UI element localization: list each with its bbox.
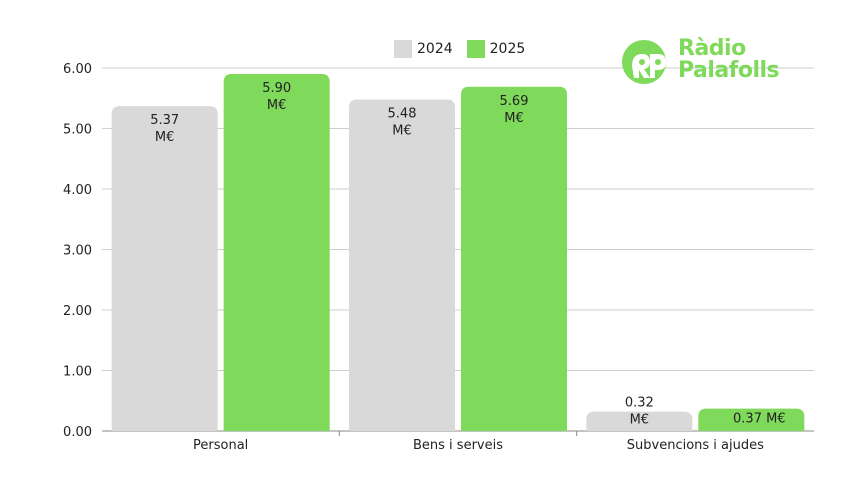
bar [698, 408, 805, 431]
y-tick-label: 5.00 [63, 123, 92, 138]
legend-label-2024: 2024 [417, 41, 453, 57]
bar [349, 99, 455, 432]
y-tick-label: 4.00 [63, 183, 92, 198]
legend-item-2025: 2025 [466, 40, 526, 58]
radio-palafolls-logo: Ràdio Palafolls [620, 36, 800, 90]
x-tick-label: Personal [193, 438, 248, 453]
bar [586, 411, 693, 431]
y-tick-label: 2.00 [63, 304, 92, 319]
data-label: 5.37 M€ [150, 113, 179, 145]
logo-wordmark: Ràdio Palafolls [678, 36, 780, 83]
bar [223, 74, 330, 432]
legend-swatch-2025 [466, 40, 485, 58]
logo-line-1: Ràdio [678, 36, 746, 61]
y-tick-label: 0.00 [63, 425, 92, 440]
x-tick-label: Bens i serveis [413, 438, 503, 453]
bar [461, 86, 567, 431]
data-label: 5.48 M€ [388, 106, 417, 138]
legend-label-2025: 2025 [489, 41, 526, 57]
data-label: 5.90 M€ [262, 81, 291, 113]
y-tick-label: 3.00 [63, 244, 92, 259]
logo-line-2: Palafolls [678, 58, 780, 83]
legend: 2024 2025 [394, 40, 539, 58]
legend-swatch-2024 [394, 40, 412, 58]
y-tick-label: 1.00 [63, 365, 92, 380]
data-label: 0.32 M€ [625, 396, 654, 428]
x-tick-label: Subvencions i ajudes [627, 438, 764, 453]
data-label: 5.69 M€ [500, 94, 529, 126]
data-label: 0.37 M€ [733, 412, 786, 427]
legend-item-2024: 2024 [394, 40, 453, 58]
bar [111, 106, 218, 432]
logo-mark-icon [622, 40, 666, 84]
y-tick-label: 6.00 [63, 62, 92, 77]
